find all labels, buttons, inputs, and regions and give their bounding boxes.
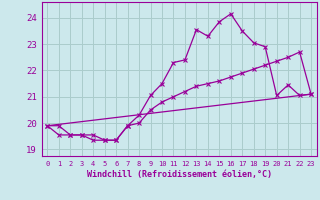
X-axis label: Windchill (Refroidissement éolien,°C): Windchill (Refroidissement éolien,°C) xyxy=(87,170,272,179)
